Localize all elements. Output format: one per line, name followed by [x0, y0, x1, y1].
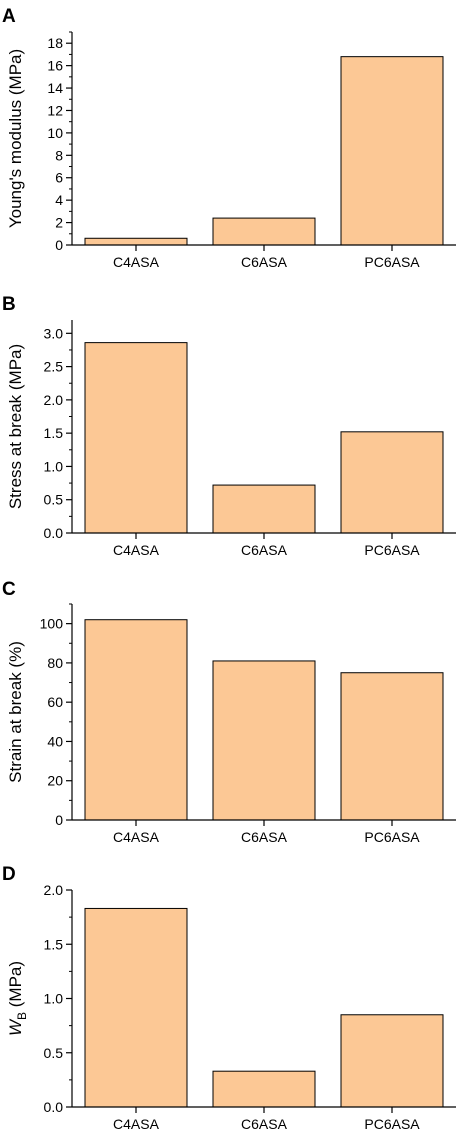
y-tick-label: 0: [55, 812, 63, 828]
x-tick-label: C6ASA: [241, 1116, 288, 1132]
bar-c4asa: [84, 907, 188, 1108]
bar-c6asa: [212, 484, 316, 534]
panel-letter: A: [2, 6, 16, 27]
y-tick-label: 100: [40, 616, 64, 632]
y-axis-label-sub: B: [15, 1012, 29, 1020]
panel-letter: C: [2, 579, 16, 600]
bar-c4asa: [84, 237, 188, 246]
x-tick-label: PC6ASA: [364, 1116, 420, 1132]
x-tick-label: PC6ASA: [364, 542, 420, 558]
x-tick-label: C4ASA: [113, 254, 160, 270]
y-tick-label: 18: [47, 35, 63, 51]
y-tick-label: 1.0: [44, 991, 64, 1007]
y-axis-label: WB (MPa): [6, 961, 29, 1036]
y-tick-label: 2.5: [44, 359, 64, 375]
y-tick-label: 16: [47, 58, 63, 74]
y-tick-label: 4: [55, 192, 63, 208]
chart-panel-d: D 0.0 0.5 1.0 1.5 2.0 C4ASA C6ASA PC6ASA WB (MPa): [2, 864, 456, 1132]
y-tick-label: 2: [55, 215, 63, 231]
y-tick-label: 0.5: [44, 492, 64, 508]
bar-pc6asa: [340, 672, 444, 821]
y-axis-label: Young's modulus (MPa): [6, 49, 25, 228]
bar-c4asa: [84, 342, 188, 534]
y-tick-label: 20: [47, 773, 63, 789]
y-tick-label: 12: [47, 102, 63, 118]
y-tick-label: 0.5: [44, 1045, 64, 1061]
bar-c6asa: [212, 660, 316, 821]
bar-c4asa: [84, 619, 188, 821]
bar-pc6asa: [340, 1014, 444, 1108]
y-tick-label: 14: [47, 80, 63, 96]
y-tick-label: 80: [47, 655, 63, 671]
x-tick-label: C6ASA: [241, 542, 288, 558]
y-tick-label: 1.5: [44, 425, 64, 441]
x-tick-label: C6ASA: [241, 254, 288, 270]
bar-pc6asa: [340, 56, 444, 246]
y-tick-label: 1.0: [44, 458, 64, 474]
y-tick-label: 40: [47, 733, 63, 749]
bar-pc6asa: [340, 431, 444, 534]
x-tick-label: C4ASA: [113, 829, 160, 845]
y-tick-label: 0: [55, 237, 63, 253]
y-tick-label: 0.0: [44, 525, 64, 541]
x-tick-label: PC6ASA: [364, 254, 420, 270]
y-tick-label: 10: [47, 125, 63, 141]
bar-c6asa: [212, 217, 316, 246]
x-tick-label: C4ASA: [113, 1116, 160, 1132]
y-tick-label: 6: [55, 170, 63, 186]
panel-letter: B: [2, 294, 16, 315]
panel-letter: D: [2, 864, 16, 885]
y-axis-label-main: W: [6, 1018, 25, 1036]
y-tick-label: 0.0: [44, 1099, 64, 1115]
y-tick-label: 2.0: [44, 882, 64, 898]
bar-c6asa: [212, 1070, 316, 1108]
y-axis-label: Stress at break (MPa): [6, 344, 25, 509]
y-tick-label: 2.0: [44, 392, 64, 408]
x-tick-label: C6ASA: [241, 829, 288, 845]
y-tick-label: 3.0: [44, 325, 64, 341]
x-tick-label: PC6ASA: [364, 829, 420, 845]
y-tick-label: 1.5: [44, 936, 64, 952]
x-tick-label: C4ASA: [113, 542, 160, 558]
chart-panel-a: A 0 2 4 6 8 10 12 14 16 18 C4ASA C6ASA PC6ASA Young's …: [2, 6, 456, 270]
y-axis-label-unit: (MPa): [6, 961, 25, 1012]
y-tick-label: 8: [55, 147, 63, 163]
chart-panel-c: C 0 20 40 60 80 100 C4ASA C6ASA PC6ASA Strain at b…: [2, 579, 456, 845]
y-tick-label: 60: [47, 694, 63, 710]
y-axis-label: Strain at break (%): [6, 641, 25, 783]
chart-panel-b: B 0.0 0.5 1.0 1.5 2.0 2.5 3.0 C4ASA C6ASA PC6ASA St…: [2, 294, 456, 558]
